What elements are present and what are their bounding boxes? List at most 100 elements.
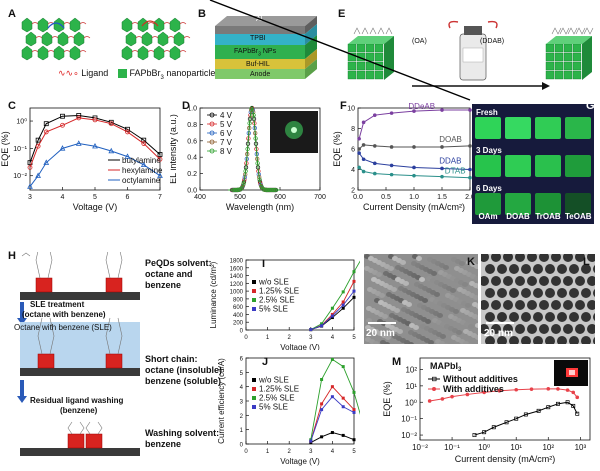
data-point	[330, 314, 334, 318]
layer-label-al: Al	[256, 16, 263, 23]
ligand-strand	[167, 36, 175, 39]
data-point	[465, 392, 470, 397]
ligand-strand	[179, 22, 187, 25]
data-point	[497, 389, 502, 393]
x-tick-label: 1.5	[437, 194, 447, 201]
qd-cell	[572, 52, 582, 62]
ligand-strand	[135, 36, 143, 39]
data-point	[412, 109, 416, 113]
ligand-strand	[51, 36, 59, 39]
data-point	[440, 108, 444, 112]
ligand-strand	[147, 50, 155, 53]
data-point	[141, 137, 147, 143]
ligand-strand	[183, 36, 191, 39]
qd-cell	[554, 61, 564, 71]
layer-label-anode: Anode	[250, 71, 271, 78]
qd-cell	[347, 52, 357, 62]
x-tick-label: 5	[352, 449, 356, 455]
data-point	[352, 279, 356, 283]
x-tick-label: 10³	[575, 443, 587, 452]
x-tick-label: 4	[61, 194, 65, 201]
x-tick-label: 6	[126, 194, 130, 201]
qd-side-face	[582, 36, 592, 80]
nanoparticle-cube	[125, 31, 137, 47]
series-label: DDeAB	[408, 102, 435, 111]
panel-label-c: C	[8, 100, 16, 112]
ligand-chain	[35, 252, 41, 279]
x-tick-label: 0.0	[353, 194, 363, 201]
y-axis-label: EQE (%)	[382, 381, 392, 417]
y-tick-label: 2	[351, 188, 355, 195]
panel-label-d: D	[182, 100, 190, 112]
legend-marker	[252, 307, 256, 311]
data-point	[271, 187, 276, 193]
data-point	[255, 161, 260, 166]
y-tick-label: 0.4	[187, 155, 197, 162]
qd-cell	[554, 43, 564, 53]
qd-cell	[545, 70, 555, 80]
qd-cell	[356, 43, 366, 53]
nanoparticle-cube	[25, 31, 37, 47]
qd-cell	[545, 52, 555, 62]
data-point	[35, 143, 41, 149]
device-photo-cell	[535, 117, 561, 139]
process-arrow-head	[17, 396, 27, 403]
ligand-strand	[163, 50, 171, 53]
series-line-hexylamine	[29, 117, 161, 168]
data-point	[233, 187, 238, 193]
nanoparticle-cube	[21, 45, 33, 61]
data-point	[341, 365, 345, 369]
ligand-strand	[83, 36, 91, 39]
perovskite-qd	[85, 433, 103, 449]
ligand-strand	[67, 36, 75, 39]
data-point	[440, 166, 444, 171]
data-point	[43, 129, 49, 135]
qd-cell	[347, 70, 357, 80]
data-point	[59, 145, 66, 151]
y-tick-label: 800	[233, 297, 244, 303]
y-axis-label: Current efficiency (cd/A)	[217, 358, 226, 444]
legend-label: w/o SLE	[258, 376, 289, 385]
data-point	[546, 405, 551, 410]
text-benzene-soluble: benzene (soluble)	[145, 376, 222, 386]
y-tick-label: 5	[240, 371, 244, 377]
legend-ligand: ∿∿∘ Ligand	[58, 68, 109, 78]
data-point	[482, 390, 486, 395]
panel-label-k: K	[467, 256, 475, 268]
ligand-strand	[31, 22, 39, 25]
panel-label-j: J	[262, 356, 269, 368]
data-point	[361, 157, 366, 162]
y-axis-label: EQE (%)	[332, 131, 342, 167]
plot-frame	[357, 107, 471, 191]
series-line-1.25% SLE	[310, 281, 355, 331]
data-point	[472, 433, 477, 438]
perovskite-qd	[105, 277, 123, 293]
data-point	[330, 357, 334, 361]
data-point	[352, 270, 356, 274]
data-point	[92, 117, 98, 123]
layer-label-buf-hil: Buf-HIL	[246, 61, 270, 68]
data-point	[330, 395, 334, 399]
legend-marker	[252, 387, 256, 391]
nanoparticle-cube	[21, 17, 33, 33]
series-label: DDAB	[439, 156, 461, 165]
qd-cell	[563, 61, 573, 71]
x-tick-label: 2.0	[465, 194, 475, 201]
data-point	[482, 430, 487, 435]
text-washing-solvent: Washing solvent:	[145, 428, 220, 438]
data-point	[352, 410, 356, 414]
data-point	[468, 144, 472, 148]
nanoparticle-cube	[53, 45, 65, 61]
ligand-chain	[105, 317, 111, 355]
plot-frame	[199, 107, 321, 191]
device-photo-cell	[535, 155, 561, 177]
legend-marker	[252, 280, 256, 284]
data-point	[320, 378, 324, 381]
data-point	[330, 316, 334, 320]
x-tick-label: 1	[266, 449, 270, 455]
data-point	[341, 290, 345, 294]
data-point	[157, 152, 163, 157]
ligand-strand	[385, 27, 393, 35]
data-point	[352, 390, 356, 394]
data-point	[536, 408, 541, 413]
